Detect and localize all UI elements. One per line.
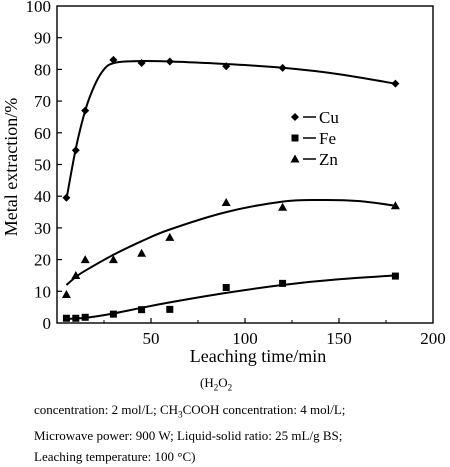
- x-tick-label: 200: [420, 329, 446, 348]
- fe-data-point: [109, 310, 117, 318]
- legend-label-fe: Fe: [319, 129, 336, 148]
- zn-data-point: [390, 201, 400, 210]
- zn-data-point: [278, 202, 288, 211]
- cu-data-point: [137, 59, 146, 68]
- x-tick-label: 150: [326, 329, 352, 348]
- y-tick-label: 70: [34, 92, 51, 111]
- cu-data-point: [391, 79, 400, 88]
- metal-extraction-chart: 0 10 20 30 40 50 60 70 80 90 100 50 100 150 200 Cu Fe Zn…: [1, 0, 446, 366]
- y-axis-title: Metal extraction/%: [1, 98, 21, 236]
- legend-label-zn: Zn: [319, 150, 338, 169]
- x-axis-title: Leaching time/min: [190, 346, 326, 366]
- y-tick-label: 90: [34, 29, 51, 48]
- cu-data-point: [109, 55, 118, 64]
- cu-data-point: [222, 62, 231, 71]
- cu-data-point: [165, 57, 174, 66]
- x-tick-label: 100: [232, 329, 258, 348]
- zn-data-point: [137, 248, 147, 257]
- y-tick-label: 60: [34, 124, 51, 143]
- y-tick-label: 50: [34, 156, 51, 175]
- fe-data-point: [72, 314, 80, 322]
- zn-data-point: [80, 255, 90, 264]
- fe-data-point: [222, 283, 230, 291]
- zn-fit-line: [65, 198, 396, 286]
- legend-marker-fe: [291, 134, 299, 142]
- caption-line-2: concentration: 2 mol/L; CH3COOH concentr…: [34, 401, 346, 420]
- y-tick-label: 30: [34, 219, 51, 238]
- data-markers: [61, 55, 400, 322]
- fe-data-point: [81, 313, 89, 321]
- cu-data-point: [62, 193, 71, 202]
- y-tick-label: 100: [26, 0, 52, 16]
- zn-data-point: [165, 232, 175, 241]
- y-tick-label: 80: [34, 60, 51, 79]
- axis-ticks: 0 10 20 30 40 50 60 70 80 90 100 50 100 150 200: [26, 0, 446, 348]
- caption-line-4: Leaching temperature: 100 °C): [34, 449, 196, 465]
- fe-data-point: [62, 314, 70, 322]
- legend-label-cu: Cu: [319, 108, 339, 127]
- figure-caption: (H2O2 concentration: 2 mol/L; CH3COOH co…: [34, 372, 432, 467]
- legend-marker-cu: [291, 113, 299, 121]
- fe-data-point: [138, 306, 146, 314]
- legend: Cu Fe Zn: [290, 108, 339, 169]
- legend-marker-zn: [290, 154, 300, 163]
- plot-border: [56, 5, 434, 324]
- cu-data-point: [278, 63, 287, 72]
- zn-data-point: [71, 270, 81, 279]
- cu-data-point: [81, 106, 90, 115]
- zn-data-point: [61, 289, 71, 298]
- cu-data-point: [71, 146, 80, 155]
- y-tick-label: 10: [34, 282, 51, 301]
- y-tick-label: 40: [34, 187, 51, 206]
- fe-data-point: [279, 279, 287, 287]
- caption-line-3: Microwave power: 900 W; Liquid-solid rat…: [34, 428, 343, 444]
- zn-data-point: [108, 255, 118, 264]
- fe-fit-line: [66, 274, 396, 320]
- cu-fit-line: [65, 60, 396, 200]
- fe-data-point: [391, 272, 399, 280]
- y-tick-label: 20: [34, 251, 51, 270]
- x-tick-label: 50: [143, 329, 160, 348]
- zn-data-point: [221, 198, 231, 207]
- y-tick-label: 0: [43, 314, 52, 333]
- fit-curves: [65, 60, 396, 320]
- caption-line-1: (H2O2: [200, 375, 233, 393]
- plot-area: [56, 5, 434, 324]
- fe-data-point: [166, 305, 174, 313]
